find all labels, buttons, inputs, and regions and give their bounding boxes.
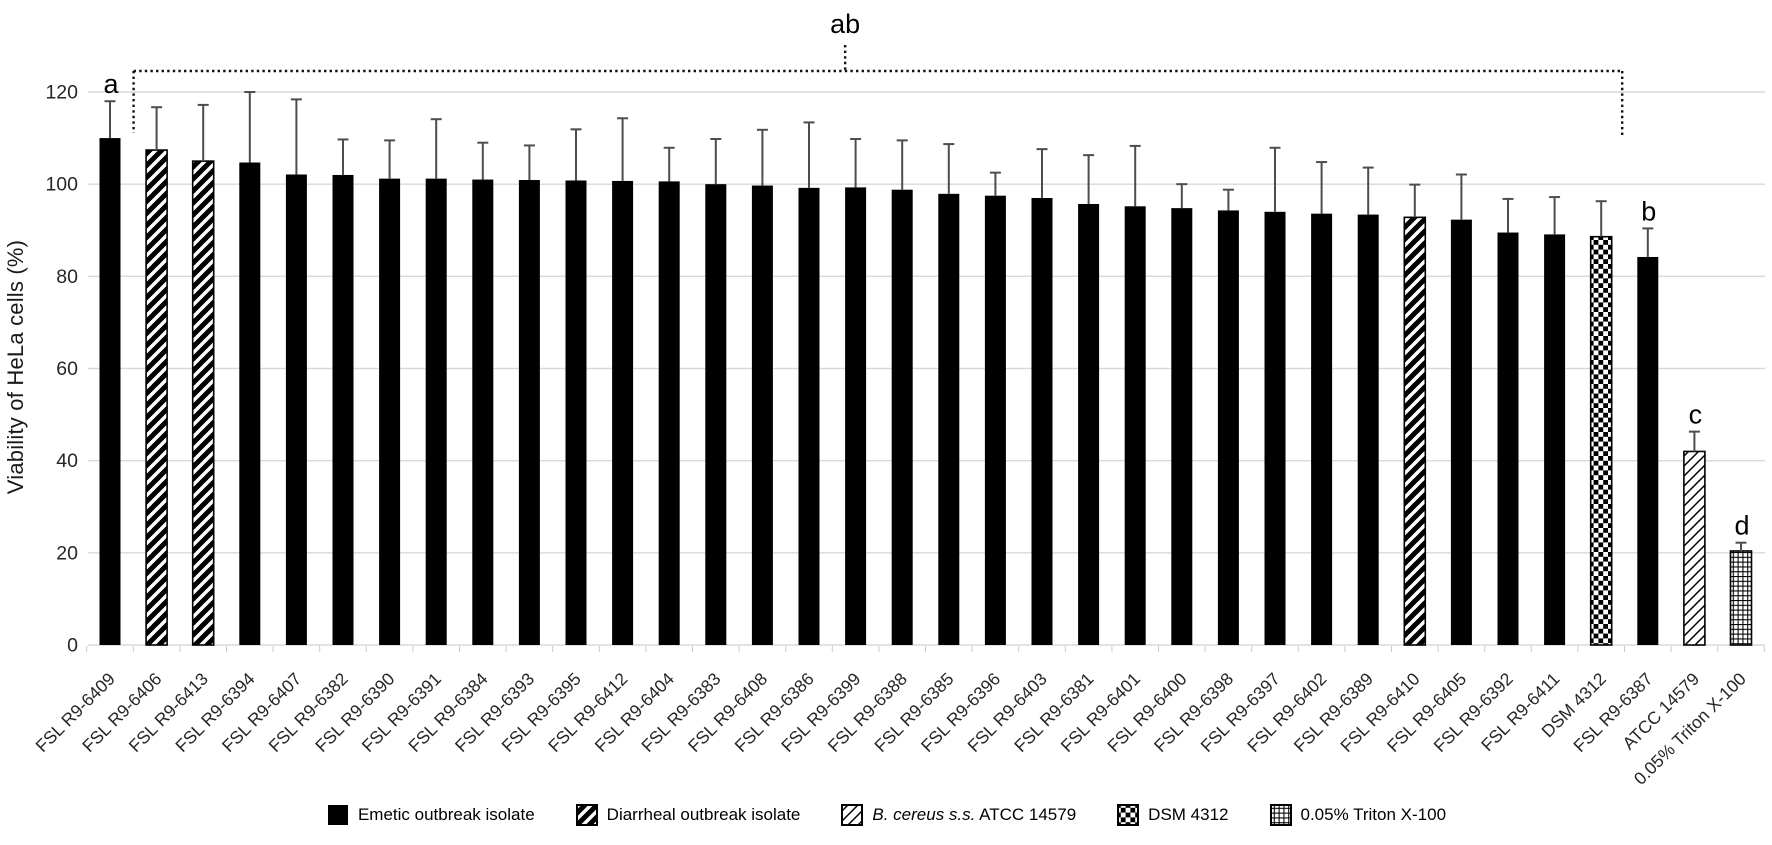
bar-fsl-r9-6406 [145,149,168,646]
gridlines [88,91,1765,646]
legend-label: 0.05% Triton X-100 [1300,805,1447,824]
y-tick-label: 120 [45,82,78,104]
bar-fsl-r9-6413 [191,160,215,646]
bar-fsl-r9-6405 [1450,219,1472,646]
legend-item-emetic: Emetic outbreak isolate [326,803,535,827]
bar-fsl-r9-6386 [798,187,820,645]
error-bars [104,91,1747,551]
bar-fsl-r9-6398 [1217,210,1239,645]
bar-fsl-r9-6402 [1311,213,1333,645]
bar-fsl-r9-6403 [1031,197,1053,645]
chart-legend: Emetic outbreak isolate Diarrheal outbrea… [0,803,1772,827]
y-tick-label: 20 [56,542,78,564]
bar-fsl-r9-6404 [658,181,680,645]
legend-label: Emetic outbreak isolate [357,805,535,824]
bar-fsl-r9-6407 [285,174,307,645]
legend-swatch-checkerboard-icon [1117,804,1140,826]
bar-fsl-r9-6387 [1637,256,1659,645]
legend-swatch-solid-black-icon [327,805,348,825]
bar-fsl-r9-6410 [1403,216,1427,646]
bar-0-05-triton-x-100 [1729,550,1753,646]
bar-fsl-r9-6383 [705,184,727,645]
legend-swatch-grid-icon [1269,804,1292,826]
bar-fsl-r9-6411 [1544,234,1566,645]
bar-fsl-r9-6397 [1264,211,1286,646]
annotation-ab: ab [830,9,860,39]
x-axis-ticks [86,646,1765,652]
bar-fsl-r9-6408 [751,185,773,645]
y-axis-title: Viability of HeLa cells (%) [3,239,28,495]
bar-fsl-r9-6400 [1171,208,1193,645]
y-tick-label: 80 [56,266,78,288]
bar-fsl-r9-6391 [425,178,447,646]
bar-fsl-r9-6390 [379,178,401,646]
legend-swatch-wide-diagonal-icon [841,804,864,826]
y-tick-label: 40 [56,450,78,472]
legend-item-diarrheal: Diarrheal outbreak isolate [575,803,801,827]
bar-fsl-r9-6384 [472,179,494,645]
bar-fsl-r9-6388 [891,189,913,646]
legend-item-triton: 0.05% Triton X-100 [1269,803,1447,827]
y-tick-label: 60 [56,358,78,380]
annotation-d: d [1734,511,1749,541]
legend-label: DSM 4312 [1148,805,1229,824]
y-tick-label: 0 [67,635,78,657]
bar-fsl-r9-6385 [938,193,960,645]
bar-fsl-r9-6412 [612,180,634,645]
x-axis-label: FSL R9-6409 [32,669,119,756]
y-tick-label: 100 [45,174,78,196]
bar-fsl-r9-6399 [845,187,867,645]
bar-atcc-14579 [1683,450,1706,646]
bar-fsl-r9-6381 [1078,203,1100,646]
legend-label: B. cereus s.s. ATCC 14579 [872,805,1077,824]
bar-dsm-4312 [1589,235,1613,646]
bars-group [99,138,1753,646]
bar-fsl-r9-6394 [239,162,261,645]
bar-fsl-r9-6393 [518,180,540,645]
bar-fsl-r9-6392 [1497,232,1519,645]
bar-fsl-r9-6401 [1124,206,1146,645]
annotation-c: c [1689,400,1703,430]
annotation-a: a [103,69,119,99]
annotation-b: b [1641,196,1656,226]
bar-fsl-r9-6382 [332,174,354,645]
y-axis-labels: 0 20 40 60 80 100 120 [45,82,78,657]
bar-fsl-r9-6396 [984,195,1006,645]
bar-fsl-r9-6395 [565,180,587,646]
legend-swatch-diagonal-hatch-icon [575,804,598,826]
legend-label: Diarrheal outbreak isolate [606,805,801,824]
legend-item-dsm: DSM 4312 [1116,803,1229,827]
bar-fsl-r9-6409 [99,138,121,646]
bar-fsl-r9-6389 [1357,214,1379,645]
legend-item-atcc: B. cereus s.s. ATCC 14579 [840,803,1076,827]
